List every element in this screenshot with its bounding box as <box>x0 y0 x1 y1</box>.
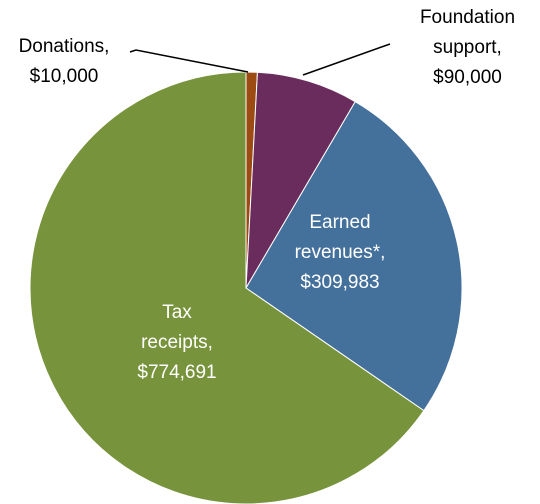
leader-line <box>302 43 391 76</box>
category-label: Foundation support, <box>419 7 516 58</box>
slice-label: Donations, $10,000 <box>0 32 128 92</box>
pie-slice <box>245 71 356 289</box>
pie-slice <box>29 71 425 504</box>
category-label: Donations, <box>18 36 110 57</box>
value-label: $10,000 <box>29 66 99 87</box>
category-label: Earned revenues*, <box>294 212 386 263</box>
slice-label: Earned revenues*, $309,983 <box>280 208 400 298</box>
leader-line <box>129 49 249 73</box>
category-label: Tax receipts, <box>141 302 213 353</box>
pie-slice <box>245 100 463 412</box>
value-label: $774,691 <box>137 362 217 383</box>
slice-label: Tax receipts, $774,691 <box>127 298 227 388</box>
slice-label: Foundation support, $90,000 <box>405 3 530 93</box>
value-label: $90,000 <box>433 67 502 88</box>
value-label: $309,983 <box>300 272 380 293</box>
